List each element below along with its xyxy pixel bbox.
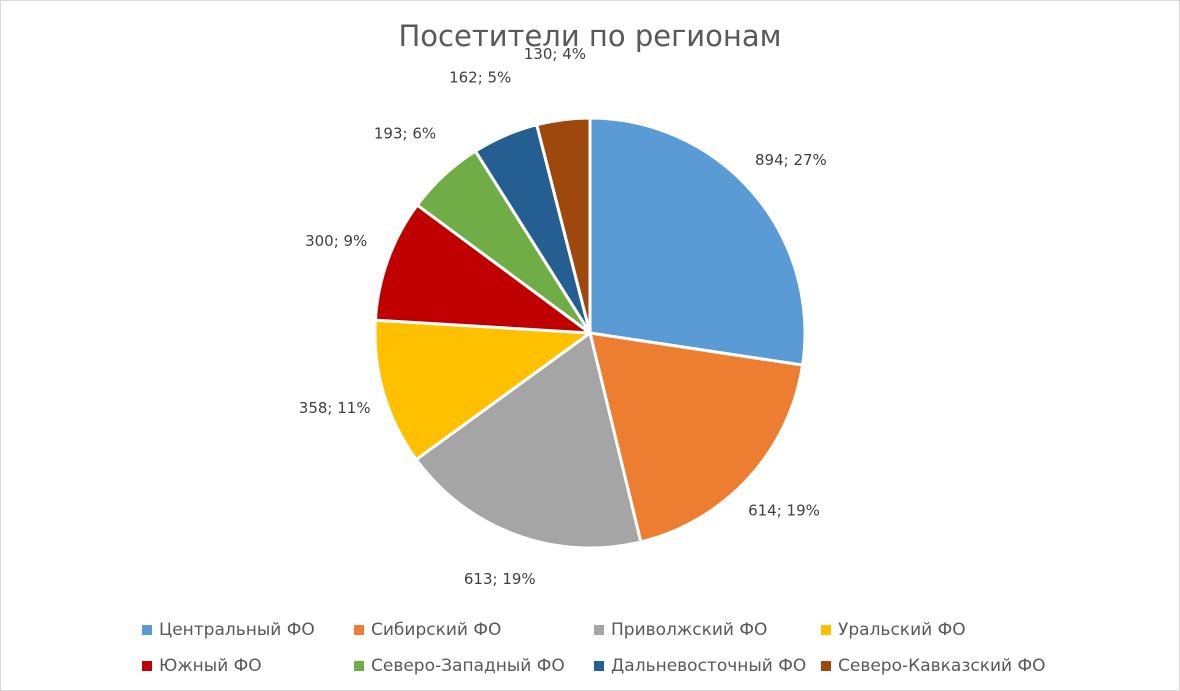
legend-item-tsentralny: Центральный ФО [142, 620, 354, 640]
pie-slice-uralsky [373, 318, 592, 462]
data-label-yuzhny: 300; 9% [305, 232, 367, 250]
legend-row-1: Центральный ФО Сибирский ФО Приволжский … [142, 612, 1102, 648]
legend-item-uralsky: Уральский ФО [821, 620, 966, 640]
pie-slice-yuzhny [373, 203, 592, 335]
chart-title: Посетители по регионам [398, 19, 782, 53]
legend-label: Северо-Западный ФО [371, 656, 565, 676]
legend-item-yuzhny: Южный ФО [142, 656, 354, 676]
legend-swatch [142, 625, 152, 635]
legend-swatch [354, 661, 364, 671]
legend-item-severo-zapadny: Северо-Западный ФО [354, 656, 594, 676]
legend-swatch [821, 661, 831, 671]
legend-label: Дальневосточный ФО [611, 656, 807, 676]
legend-label: Северо-Кавказский ФО [838, 656, 1046, 676]
pie-slice-privolzhsky [414, 331, 643, 550]
data-label-sibirsky: 614; 19% [748, 502, 820, 520]
legend-label: Уральский ФО [838, 620, 966, 640]
legend-swatch [354, 625, 364, 635]
pie-slice-tsentralny [588, 116, 807, 367]
legend-item-sibirsky: Сибирский ФО [354, 620, 594, 640]
legend-label: Центральный ФО [159, 620, 315, 640]
data-label-dalnevostochny: 162; 5% [449, 69, 511, 87]
pie-slice-sibirsky [588, 331, 805, 544]
data-label-privolzhsky: 613; 19% [464, 570, 536, 588]
data-label-tsentralny: 894; 27% [755, 151, 827, 169]
legend: Центральный ФО Сибирский ФО Приволжский … [142, 612, 1102, 684]
data-label-severo-kavkazsky: 130; 4% [524, 45, 586, 63]
data-label-uralsky: 358; 11% [299, 399, 371, 417]
legend-swatch [594, 625, 604, 635]
legend-item-severo-kavkazsky: Северо-Кавказский ФО [821, 656, 1046, 676]
legend-item-privolzhsky: Приволжский ФО [594, 620, 821, 640]
legend-swatch [821, 625, 831, 635]
legend-label: Южный ФО [159, 656, 262, 676]
legend-label: Сибирский ФО [371, 620, 502, 640]
legend-label: Приволжский ФО [611, 620, 768, 640]
pie-slice-severo-kavkazsky [535, 116, 592, 335]
legend-swatch [594, 661, 604, 671]
legend-row-2: Южный ФО Северо-Западный ФО Дальневосточ… [142, 648, 1102, 684]
data-label-severo-zapadny: 193; 6% [374, 125, 436, 143]
legend-swatch [142, 661, 152, 671]
legend-item-dalnevostochny: Дальневосточный ФО [594, 656, 821, 676]
